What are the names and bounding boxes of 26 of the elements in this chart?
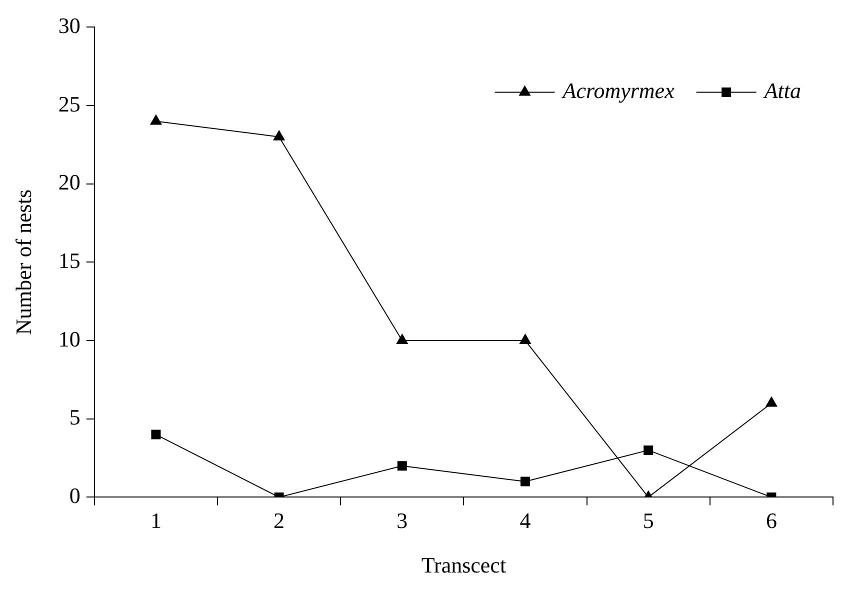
y-tick-label: 15: [58, 248, 80, 273]
point: [396, 334, 408, 344]
x-tick-label: 6: [766, 508, 777, 534]
point: [273, 130, 285, 140]
point: [151, 430, 161, 440]
point: [766, 396, 778, 407]
legend-label: Acromyrmex: [560, 78, 675, 103]
y-tick-label: 20: [58, 170, 80, 195]
y-tick-label: 5: [69, 404, 80, 430]
legend-label: Atta: [762, 78, 802, 103]
y-tick-label: 30: [58, 12, 80, 38]
point: [644, 445, 654, 455]
x-tick-label: 5: [642, 508, 654, 534]
x-tick-label: 4: [520, 508, 531, 534]
y-tick-label: 10: [58, 326, 80, 352]
point: [520, 476, 530, 486]
point: [397, 461, 407, 471]
x-tick-label: 3: [396, 508, 408, 534]
x-axis-title: Transcect: [421, 552, 506, 578]
y-tick-label: 0: [69, 482, 80, 508]
y-axis-title: Number of nests: [10, 189, 36, 335]
x-tick-label: 1: [150, 508, 162, 534]
y-tick-label: 25: [58, 91, 80, 116]
point: [150, 114, 162, 125]
x-tick-label: 2: [274, 508, 285, 534]
point: [520, 334, 531, 344]
